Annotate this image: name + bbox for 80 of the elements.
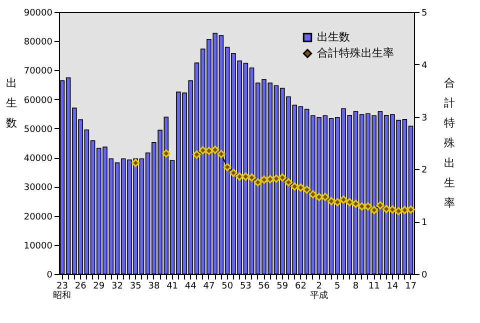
y-tick-label: 70000 xyxy=(24,66,53,77)
point xyxy=(382,204,390,214)
point xyxy=(370,206,378,214)
point xyxy=(400,206,409,214)
point xyxy=(210,146,220,154)
legend-label: 合計特殊出生率 xyxy=(317,46,394,60)
x-tick-label: 47 xyxy=(203,282,215,292)
point xyxy=(406,205,415,214)
y-tick-label: 80000 xyxy=(24,38,53,48)
point xyxy=(314,192,324,202)
point xyxy=(266,175,274,184)
y-tick-label: 20000 xyxy=(24,212,53,222)
y2-tick-label: 5 xyxy=(422,8,428,18)
x-tick-label: 53 xyxy=(240,282,252,292)
y-tick-label: 30000 xyxy=(24,183,53,194)
x-tick-label: 11 xyxy=(368,282,380,292)
point xyxy=(358,202,366,211)
x-tick-label: 26 xyxy=(74,282,87,292)
point xyxy=(248,173,256,182)
point xyxy=(302,186,311,194)
point xyxy=(333,198,342,206)
x-tick-label: 17 xyxy=(405,282,417,292)
point xyxy=(223,163,232,172)
x-tick-label: 50 xyxy=(222,282,234,292)
legend-label: 出生数 xyxy=(317,30,350,44)
y-tick-label: 90000 xyxy=(24,8,53,18)
x-tick-label: 35 xyxy=(130,282,142,292)
x-tick-label: 5 xyxy=(334,282,340,292)
x-tick-label: 23 xyxy=(56,282,68,292)
point xyxy=(254,178,262,186)
point xyxy=(321,192,330,202)
text: 昭和 xyxy=(53,290,72,301)
x-tick-label: 59 xyxy=(276,282,288,292)
y-tick-label: 60000 xyxy=(24,96,53,106)
point xyxy=(242,172,250,181)
x-tick-label: 2 xyxy=(316,282,322,292)
y2-tick-label: 3 xyxy=(422,113,428,124)
point xyxy=(131,158,140,168)
point xyxy=(272,174,280,183)
point xyxy=(394,207,403,216)
point xyxy=(260,176,268,184)
text: 平成 xyxy=(310,290,328,301)
x-tick-label: 29 xyxy=(93,282,105,292)
point xyxy=(284,178,293,186)
point xyxy=(192,150,201,159)
point xyxy=(388,205,397,214)
x-tick-label: 8 xyxy=(352,282,359,292)
point xyxy=(290,182,299,191)
point xyxy=(346,198,354,206)
point xyxy=(278,173,286,182)
x-tick-label: 44 xyxy=(184,282,197,292)
point xyxy=(352,200,360,208)
point xyxy=(308,190,318,198)
y-tick-label: 50000 xyxy=(24,124,53,135)
point xyxy=(327,197,336,206)
point xyxy=(217,150,226,158)
point xyxy=(339,195,348,204)
x-tick-label: 38 xyxy=(148,282,160,292)
point xyxy=(235,172,244,181)
x-tick-label: 62 xyxy=(294,282,306,292)
y2-tick-label: 2 xyxy=(422,166,428,176)
point xyxy=(376,201,384,210)
y2-tick-label: 4 xyxy=(422,60,428,71)
point xyxy=(229,168,238,177)
x-tick-label: 41 xyxy=(166,282,178,292)
point xyxy=(204,146,214,155)
y2-tick-label: 1 xyxy=(422,218,428,228)
y-tick-label: 10000 xyxy=(24,241,53,252)
point xyxy=(296,183,305,192)
y-axis-title: 出生数 xyxy=(6,76,17,130)
point xyxy=(198,146,207,154)
y-tick-label: 40000 xyxy=(24,154,53,164)
point xyxy=(364,202,372,211)
x-tick-label: 56 xyxy=(258,282,270,292)
point xyxy=(162,149,170,158)
y2-tick-label: 0 xyxy=(422,270,428,280)
y-tick-label: 0 xyxy=(46,270,53,280)
x-tick-label: 14 xyxy=(386,282,398,292)
x-tick-label: 32 xyxy=(112,282,123,292)
y2-axis-title: 合計特殊出生率 xyxy=(444,76,455,210)
